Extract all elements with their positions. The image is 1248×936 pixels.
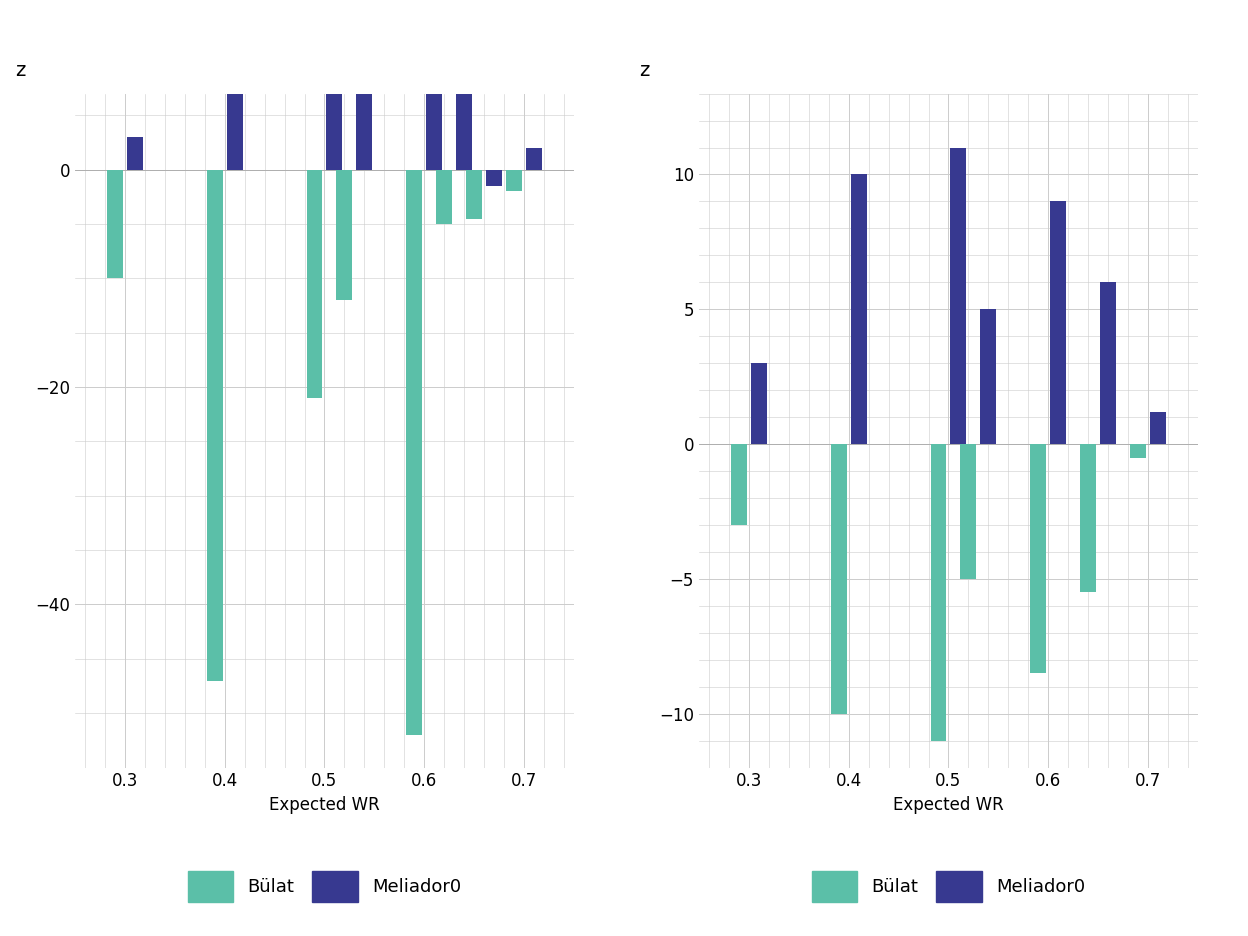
Bar — [1031, 444, 1046, 673]
Bar — [951, 148, 966, 444]
Bar — [731, 444, 746, 525]
Text: z: z — [639, 61, 649, 80]
Bar — [527, 148, 542, 169]
Bar — [981, 309, 996, 444]
Bar — [407, 169, 422, 735]
Bar — [1101, 283, 1116, 444]
Bar — [1051, 201, 1066, 444]
Legend: Bülat, Meliador0: Bülat, Meliador0 — [805, 864, 1092, 909]
Bar — [207, 169, 222, 680]
Bar — [751, 363, 766, 444]
Bar — [487, 169, 502, 186]
Bar — [357, 94, 372, 169]
Legend: Bülat, Meliador0: Bülat, Meliador0 — [181, 864, 468, 909]
Bar — [931, 444, 946, 740]
Bar — [327, 28, 342, 169]
Bar — [467, 169, 482, 219]
Bar — [1151, 412, 1166, 444]
Bar — [337, 169, 352, 300]
Bar — [1081, 444, 1096, 592]
X-axis label: Expected WR: Expected WR — [270, 796, 379, 814]
Bar — [1131, 444, 1146, 458]
Bar — [507, 169, 522, 192]
X-axis label: Expected WR: Expected WR — [894, 796, 1003, 814]
Bar — [227, 28, 242, 169]
Bar — [457, 82, 472, 169]
Bar — [427, 39, 442, 169]
Bar — [307, 169, 322, 398]
Bar — [851, 174, 866, 444]
Bar — [437, 169, 452, 224]
Bar — [831, 444, 846, 713]
Bar — [961, 444, 976, 578]
Bar — [127, 137, 142, 169]
Text: z: z — [15, 61, 25, 80]
Bar — [107, 169, 122, 278]
